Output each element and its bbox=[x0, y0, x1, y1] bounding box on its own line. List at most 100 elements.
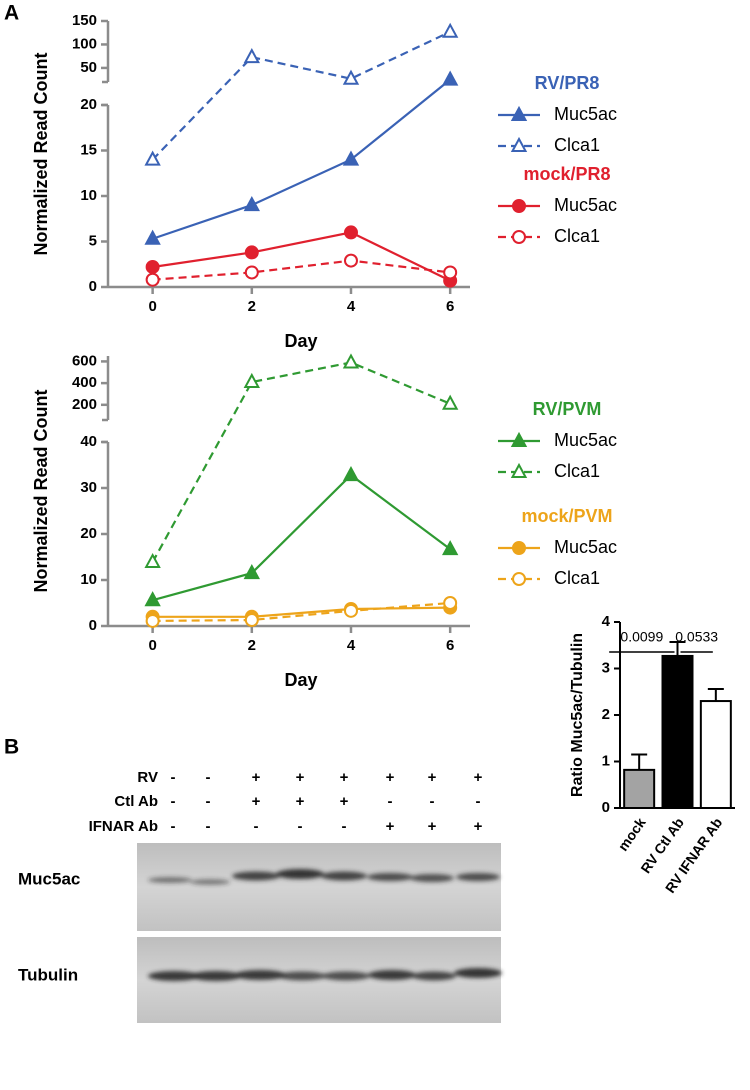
data-point bbox=[244, 613, 259, 628]
blot-label: Muc5ac bbox=[18, 869, 80, 888]
legend-label: Clca1 bbox=[554, 226, 600, 246]
condition-mark: - bbox=[171, 818, 176, 835]
series-line bbox=[152, 231, 451, 282]
blot-membrane bbox=[137, 937, 501, 1023]
band bbox=[148, 877, 192, 883]
band bbox=[410, 874, 454, 882]
band bbox=[412, 971, 456, 981]
y-tick-label: 3 bbox=[602, 659, 610, 676]
x-axis-label: Day bbox=[284, 670, 317, 690]
data-point bbox=[244, 245, 259, 260]
legend-marker bbox=[510, 105, 528, 121]
blot-membrane bbox=[137, 843, 501, 931]
y-tick-label: 10 bbox=[80, 571, 97, 588]
legend-label: Muc5ac bbox=[554, 195, 617, 215]
y-tick-label: 100 bbox=[72, 35, 97, 52]
data-point bbox=[145, 613, 160, 628]
data-point bbox=[144, 591, 161, 607]
x-tick-label: 2 bbox=[248, 637, 256, 654]
y-tick-label: 20 bbox=[80, 96, 97, 113]
y-tick-label: 1 bbox=[602, 752, 610, 769]
y-tick-label: 30 bbox=[80, 479, 97, 496]
data-point bbox=[343, 253, 358, 268]
y-tick-label: 4 bbox=[602, 613, 611, 630]
band bbox=[321, 871, 367, 881]
data-point bbox=[441, 394, 459, 410]
condition-mark: + bbox=[340, 769, 349, 786]
y-tick-label: 50 bbox=[80, 59, 97, 76]
y-tick-label: 150 bbox=[72, 12, 97, 29]
series-line bbox=[152, 601, 451, 623]
data-point bbox=[443, 265, 458, 280]
band bbox=[322, 971, 370, 981]
y-tick-label: 0 bbox=[89, 617, 97, 634]
series-line bbox=[151, 361, 451, 563]
bar bbox=[661, 654, 694, 809]
data-point bbox=[243, 372, 260, 389]
band bbox=[278, 971, 326, 981]
condition-mark: + bbox=[340, 793, 349, 810]
legend-title: mock/PR8 bbox=[523, 164, 610, 184]
condition-mark: + bbox=[386, 769, 395, 786]
legend-label: Clca1 bbox=[554, 568, 600, 588]
condition-mark: + bbox=[386, 818, 395, 835]
data-point bbox=[343, 603, 358, 618]
legend-marker bbox=[512, 230, 526, 244]
y-tick-label: 0 bbox=[89, 278, 97, 295]
condition-label: RV bbox=[137, 769, 158, 786]
series-line bbox=[151, 30, 451, 161]
condition-mark: - bbox=[430, 793, 435, 810]
data-point bbox=[244, 265, 259, 280]
band bbox=[190, 971, 242, 981]
legend-label: Muc5ac bbox=[554, 430, 617, 450]
band bbox=[368, 970, 416, 980]
series-line bbox=[152, 78, 451, 240]
x-tick-label: 2 bbox=[248, 298, 256, 315]
panel-label: B bbox=[4, 736, 19, 759]
comparison-label: 0.0099 bbox=[620, 629, 663, 645]
legend-label: Muc5ac bbox=[554, 104, 617, 124]
legend-marker bbox=[510, 462, 528, 478]
condition-mark: - bbox=[171, 793, 176, 810]
x-tick-label: 6 bbox=[446, 637, 454, 654]
data-point bbox=[342, 466, 360, 482]
band bbox=[232, 871, 280, 881]
y-tick-label: 15 bbox=[80, 141, 97, 158]
condition-mark: + bbox=[252, 769, 261, 786]
condition-mark: + bbox=[296, 769, 305, 786]
x-tick-label: 4 bbox=[347, 298, 356, 315]
data-point bbox=[441, 70, 459, 86]
data-point bbox=[443, 596, 458, 610]
condition-mark: - bbox=[206, 793, 211, 810]
data-point bbox=[243, 196, 260, 212]
y-tick-label: 200 bbox=[72, 396, 97, 413]
series-line bbox=[152, 259, 451, 281]
data-point bbox=[243, 48, 260, 64]
data-point bbox=[144, 552, 161, 569]
condition-mark: + bbox=[474, 818, 483, 835]
band bbox=[367, 873, 413, 881]
condition-mark: - bbox=[388, 793, 393, 810]
condition-mark: + bbox=[428, 818, 437, 835]
legend-title: mock/PVM bbox=[521, 506, 612, 526]
band bbox=[454, 968, 502, 978]
y-tick-label: 40 bbox=[80, 433, 97, 450]
legend-label: Clca1 bbox=[554, 461, 600, 481]
data-point bbox=[243, 564, 260, 580]
y-tick-label: 20 bbox=[80, 525, 97, 542]
legend-title: RV/PR8 bbox=[535, 73, 600, 93]
data-point bbox=[145, 272, 160, 287]
x-axis-label: Day bbox=[284, 331, 317, 351]
condition-mark: - bbox=[342, 818, 347, 835]
x-tick-label: 0 bbox=[148, 298, 156, 315]
x-tick-label: 4 bbox=[347, 637, 356, 654]
band bbox=[456, 873, 500, 881]
comparison-label: 0.0533 bbox=[675, 629, 718, 645]
blot-bands bbox=[148, 869, 502, 981]
x-tick-label: mock bbox=[615, 814, 649, 853]
y-axis-label: Normalized Read Count bbox=[31, 389, 51, 592]
legend-label: Muc5ac bbox=[554, 537, 617, 557]
y-tick-label: 5 bbox=[89, 232, 97, 249]
panel-label: A bbox=[4, 2, 19, 25]
data-point bbox=[342, 150, 360, 166]
